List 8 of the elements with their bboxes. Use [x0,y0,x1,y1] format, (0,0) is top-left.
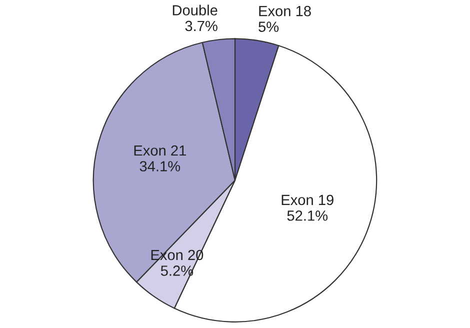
data-label: 3.7% [185,20,218,32]
slice-label: Exon 21 [134,145,186,156]
slice-label: Exon 19 [282,194,334,206]
slice-label: Exon 18 [259,6,311,16]
data-label: 52.1% [287,210,328,221]
data-label: 34.1% [140,161,180,172]
slice-label: Double [172,4,218,16]
data-label: 5% [258,22,279,32]
